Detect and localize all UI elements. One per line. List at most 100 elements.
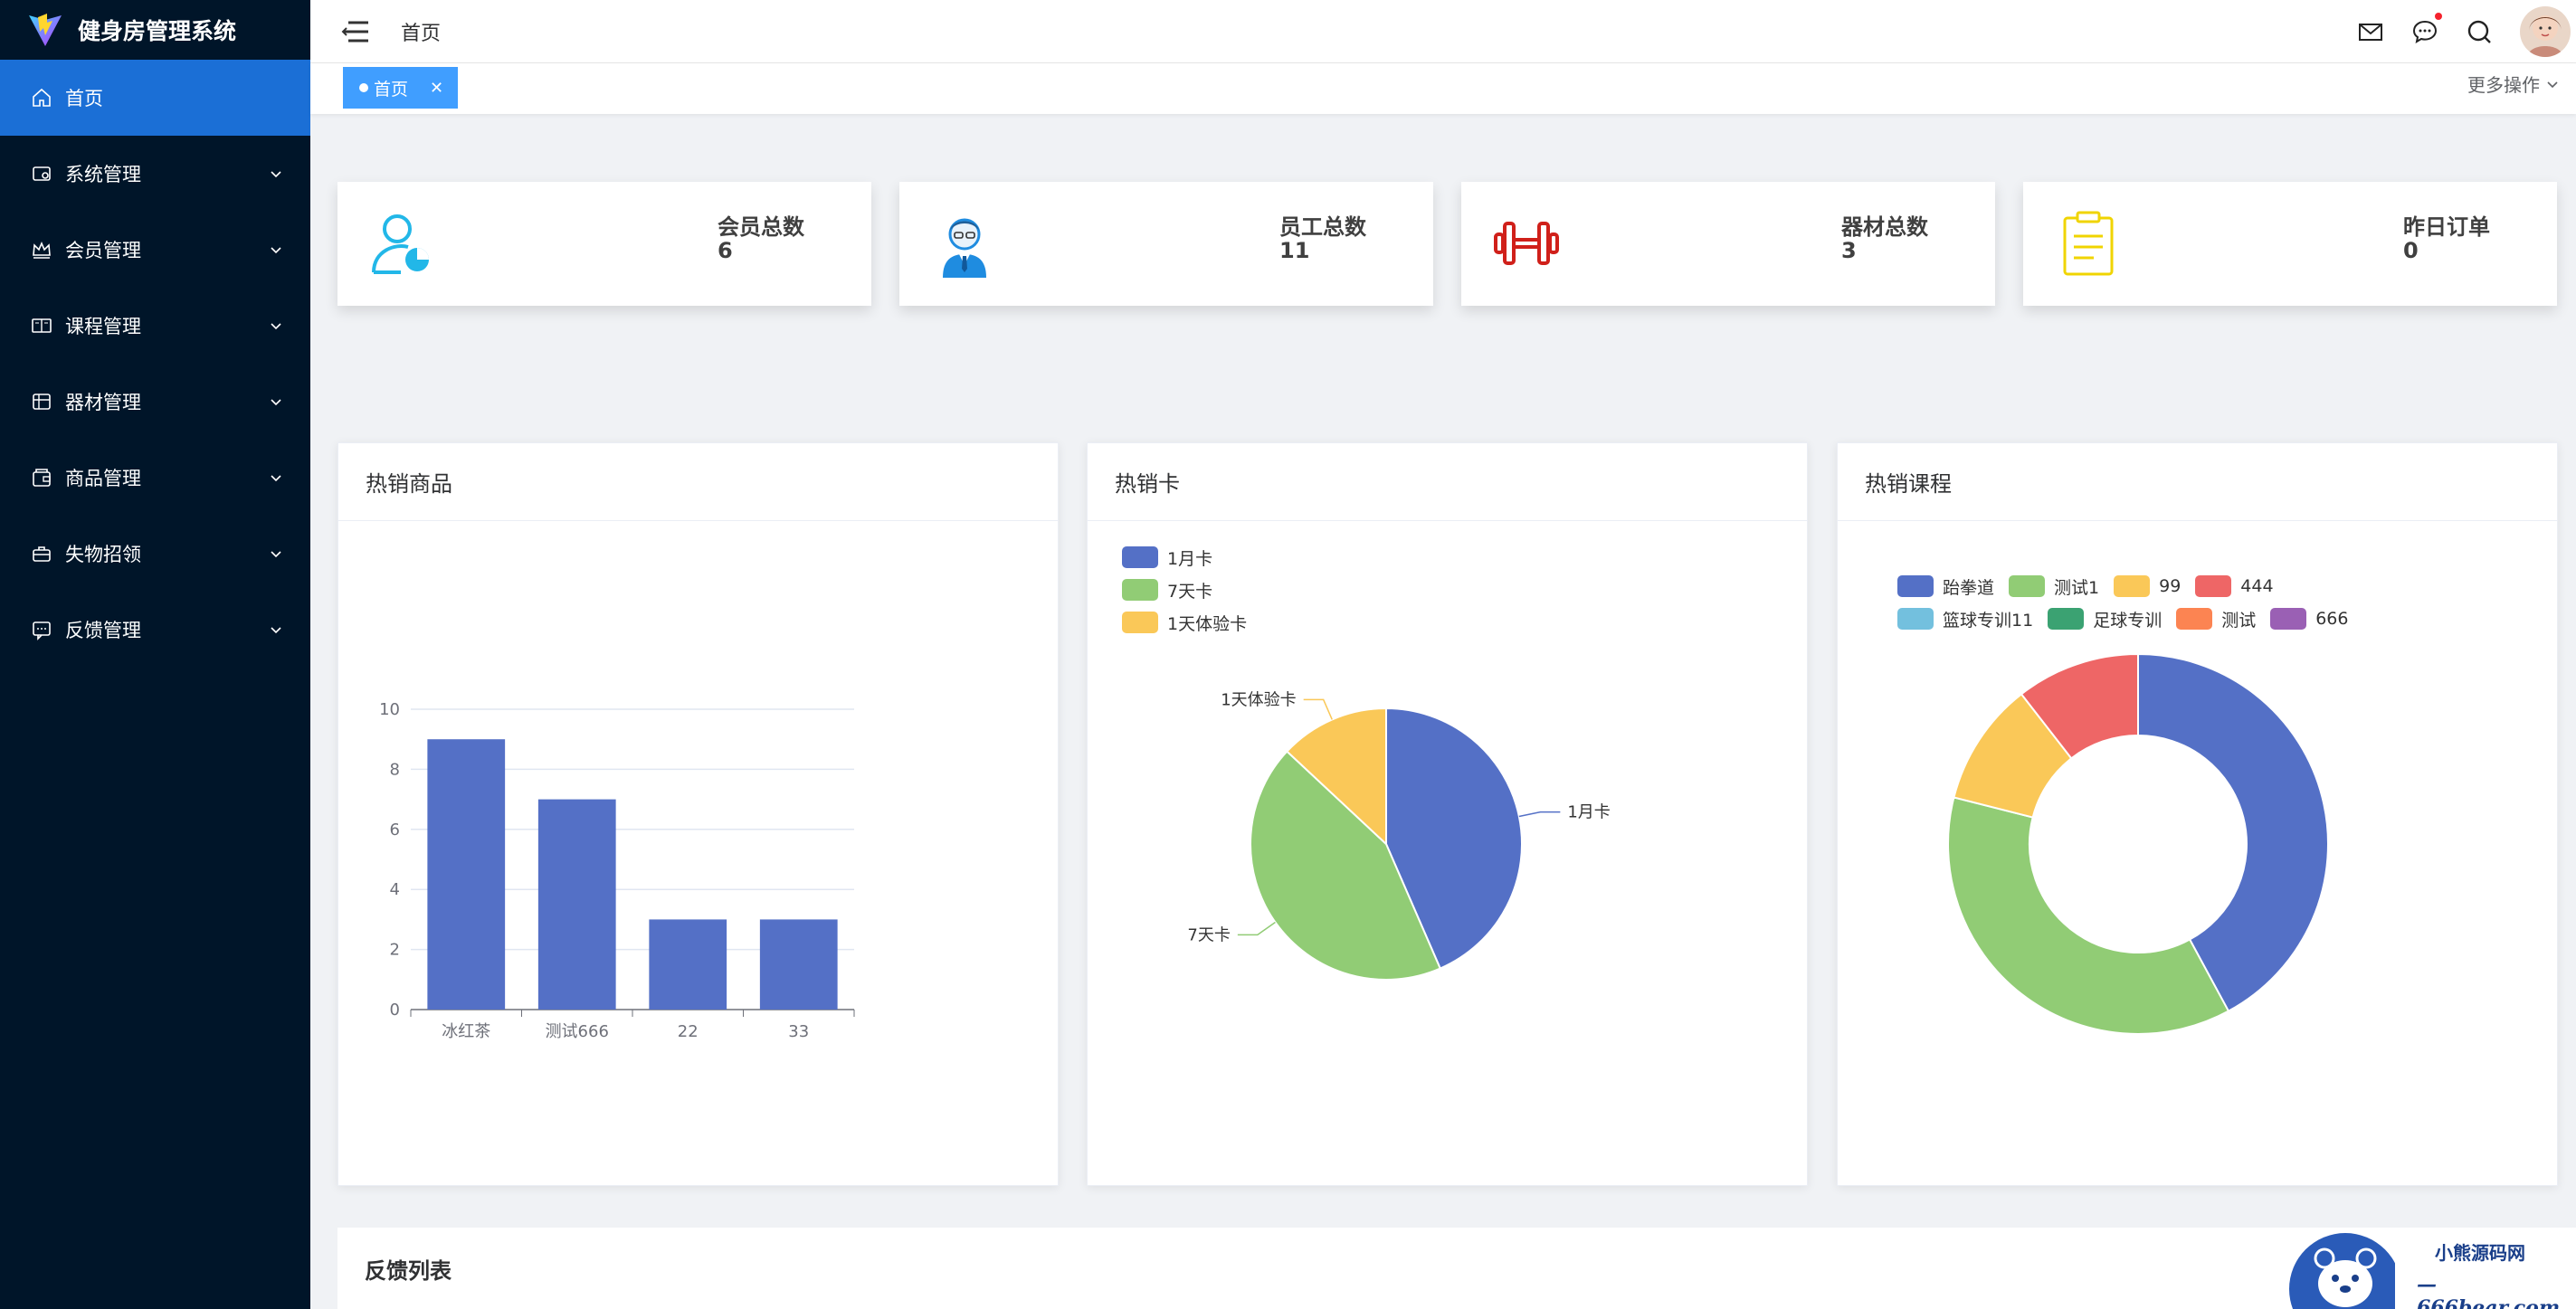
stat-card-orders: 昨日订单 0: [2023, 182, 2557, 306]
chevron-down-icon: [271, 627, 281, 634]
legend-item[interactable]: 测试1: [2009, 570, 2099, 602]
notification-dot: [2435, 13, 2442, 20]
message-icon: [2412, 20, 2438, 44]
legend-label: 跆拳道: [1943, 577, 1995, 598]
pie-slice[interactable]: [1947, 796, 2230, 1035]
chevron-down-icon: [271, 171, 281, 178]
sidebar-item-label: 器材管理: [65, 392, 141, 413]
y-tick-label: 0: [390, 1001, 400, 1020]
close-icon[interactable]: ✕: [430, 78, 444, 98]
pie-slice[interactable]: [1285, 707, 1387, 847]
pie-slice[interactable]: [1385, 707, 1523, 970]
legend-item[interactable]: 1月卡: [1122, 541, 1247, 574]
menu-toggle-icon[interactable]: [341, 19, 370, 44]
search-icon[interactable]: [2466, 18, 2493, 45]
message-button[interactable]: [2411, 13, 2442, 45]
tab-label: 首页: [374, 79, 409, 100]
legend-item[interactable]: 1天体验卡: [1122, 606, 1247, 639]
legend-item[interactable]: 篮球专训11: [1897, 602, 2033, 635]
legend-swatch: [1897, 575, 1934, 597]
sidebar-item-feedback[interactable]: 反馈管理: [0, 592, 310, 668]
pie-slice[interactable]: [2020, 652, 2139, 760]
y-tick-label: 8: [390, 760, 400, 779]
legend-swatch: [2048, 608, 2085, 630]
slice-label: 7天卡: [1187, 925, 1230, 944]
legend-swatch: [2176, 608, 2213, 630]
legend-item[interactable]: 足球专训: [2048, 602, 2162, 635]
legend-swatch: [1122, 546, 1158, 568]
chevron-down-icon: [271, 551, 281, 558]
legend-swatch: [2114, 575, 2151, 597]
stat-card-equipment: 器材总数 3: [1461, 182, 1995, 306]
panel-title: 反馈列表: [365, 1258, 452, 1284]
home-icon: [33, 88, 51, 107]
staff-icon: [943, 218, 986, 278]
sidebar-item-goods[interactable]: 商品管理: [0, 440, 310, 516]
stat-title: 员工总数: [1279, 214, 1366, 240]
stat-title: 昨日订单: [2403, 214, 2490, 240]
briefcase-icon: [33, 546, 51, 562]
user-avatar[interactable]: [2520, 6, 2571, 57]
active-dot: [359, 83, 368, 92]
x-tick-label: 冰红茶: [442, 1022, 490, 1041]
more-operations-dropdown[interactable]: 更多操作: [2467, 71, 2560, 97]
bar[interactable]: [649, 919, 727, 1010]
sidebar-item-home[interactable]: 首页: [0, 60, 310, 136]
bar-chart: 0 2 4 6 8 10 冰红茶 测试666 22 33: [379, 700, 855, 1041]
pie-chart: 1月卡 7天卡 1天体验卡: [1187, 690, 1611, 981]
x-tick-label: 22: [678, 1022, 699, 1041]
y-tick-label: 6: [390, 820, 400, 839]
sidebar-item-lost-found[interactable]: 失物招领: [0, 516, 310, 592]
stat-card-staff: 员工总数 11: [899, 182, 1433, 306]
x-tick-label: 测试666: [546, 1022, 609, 1041]
stat-title: 会员总数: [718, 214, 804, 240]
sidebar-item-member[interactable]: 会员管理: [0, 212, 310, 288]
pie-slice[interactable]: [1250, 750, 1442, 981]
avatar-image: [2520, 6, 2571, 57]
tab-home[interactable]: 首页 ✕: [343, 67, 459, 109]
legend-item[interactable]: 7天卡: [1122, 574, 1247, 606]
legend-swatch: [1897, 608, 1934, 630]
chevron-down-icon: [271, 247, 281, 254]
mail-icon[interactable]: [2357, 18, 2384, 45]
pie-slice[interactable]: [2137, 652, 2329, 1013]
legend-item[interactable]: 测试: [2176, 602, 2256, 635]
legend-item[interactable]: 99: [2114, 570, 2181, 602]
legend-label: 测试1: [2054, 577, 2100, 598]
sidebar-item-equipment[interactable]: 器材管理: [0, 364, 310, 440]
sidebar-item-label: 首页: [65, 88, 103, 109]
watermark-title: 小熊源码网: [2435, 1242, 2525, 1264]
legend-label: 7天卡: [1167, 581, 1213, 602]
watermark-url: —666bear.com—: [2417, 1273, 2561, 1309]
equipment-icon: [33, 394, 51, 410]
panel-hot-goods: 热销商品 0 2 4 6 8 10 冰红茶 测试666 22 33: [337, 442, 1059, 1186]
legend-item[interactable]: 666: [2270, 602, 2348, 635]
legend-label: 1月卡: [1167, 548, 1213, 569]
legend-label: 99: [2159, 576, 2182, 596]
bear-logo-icon: [2289, 1233, 2395, 1309]
member-icon: [372, 214, 429, 274]
top-header: 首页: [310, 0, 2576, 63]
slice-label: 1天体验卡: [1221, 690, 1296, 709]
sidebar-item-course[interactable]: 课程管理: [0, 288, 310, 364]
x-tick-label: 33: [788, 1022, 809, 1041]
legend-item[interactable]: 444: [2195, 570, 2274, 602]
bar[interactable]: [537, 799, 616, 1010]
y-tick-label: 4: [390, 880, 400, 899]
sidebar-item-label: 商品管理: [65, 468, 141, 489]
header-actions: [2357, 0, 2576, 63]
label-line: [1518, 811, 1561, 818]
bar[interactable]: [759, 919, 838, 1010]
chevron-down-icon: [2547, 81, 2558, 88]
clipboard-icon: [2063, 211, 2114, 276]
sidebar-item-system[interactable]: 系统管理: [0, 136, 310, 212]
legend-item[interactable]: 跆拳道: [1897, 570, 1994, 602]
sidebar: 健身房管理系统 首页 系统管理 会员管理 课程管理 器材管理 商品管理 失物招领…: [0, 0, 310, 1309]
legend-label: 1天体验卡: [1167, 613, 1248, 634]
y-tick-label: 2: [390, 941, 400, 960]
bar[interactable]: [427, 739, 506, 1010]
panel-title: 热销卡: [1088, 443, 1807, 521]
breadcrumb[interactable]: 首页: [401, 22, 442, 45]
panel-feedback-list: 反馈列表: [337, 1228, 2562, 1309]
sidebar-item-label: 反馈管理: [65, 620, 141, 641]
